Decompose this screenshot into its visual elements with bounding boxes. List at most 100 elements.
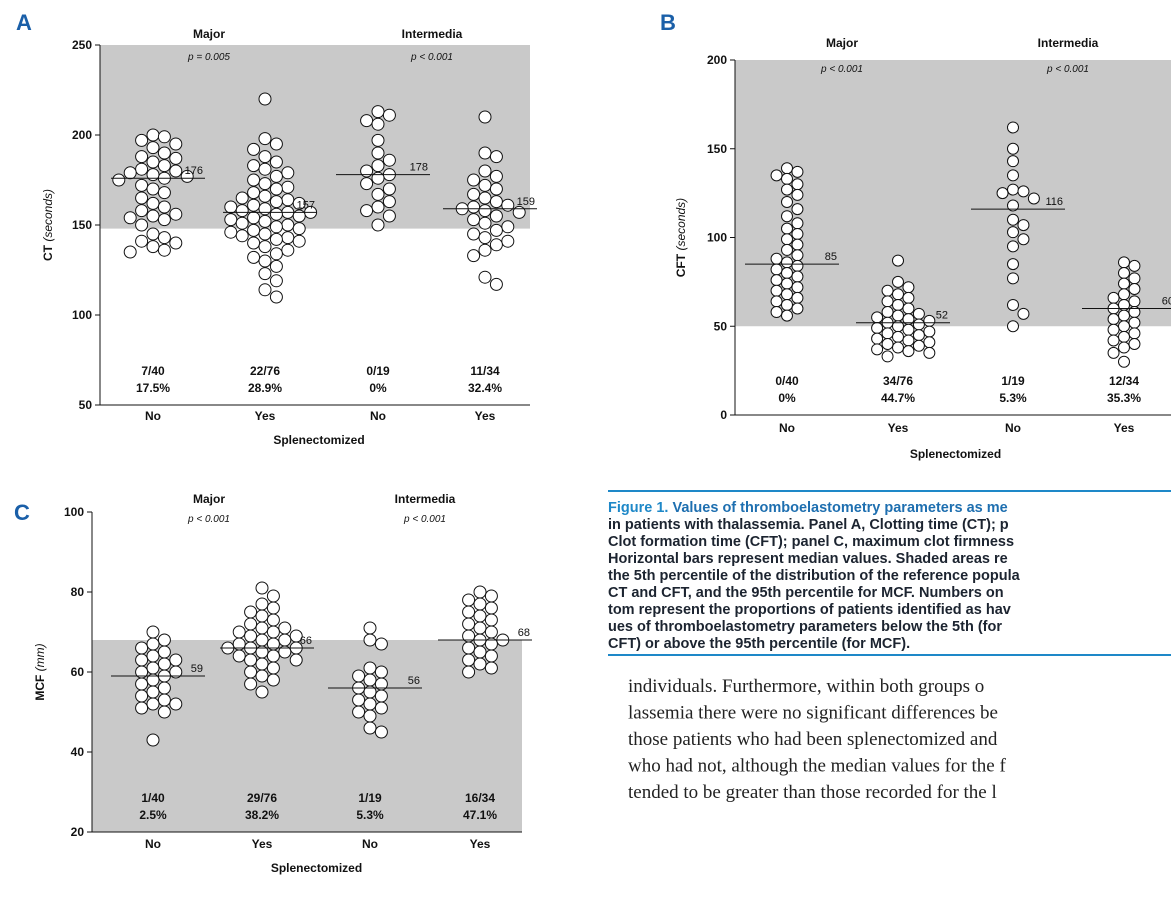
data-point [247, 250, 261, 264]
data-point [281, 231, 295, 245]
data-point [501, 234, 515, 248]
fraction-label: 34/76 [883, 374, 913, 388]
data-point [1027, 192, 1040, 205]
data-point [146, 182, 160, 196]
percent-label: 0% [369, 381, 387, 395]
median-label: 56 [408, 675, 420, 687]
data-point [363, 661, 377, 675]
data-point [501, 198, 515, 212]
data-point [484, 649, 498, 663]
data-point [1007, 142, 1019, 155]
data-point [892, 341, 904, 354]
body-line: individuals. Furthermore, within both gr… [628, 676, 984, 697]
data-point [478, 270, 492, 284]
data-point [235, 191, 249, 205]
data-point [871, 311, 884, 324]
data-point [258, 267, 272, 281]
data-point [881, 284, 894, 297]
data-point [135, 178, 149, 192]
data-point [791, 188, 804, 201]
data-point [371, 218, 385, 232]
p-value: p = 0.005 [187, 52, 230, 63]
data-point [269, 137, 283, 151]
data-point [1128, 295, 1141, 308]
data-point [1107, 346, 1120, 359]
data-point [146, 697, 160, 711]
data-point [146, 240, 160, 254]
data-point [770, 263, 783, 276]
data-point [278, 645, 292, 659]
data-point [146, 649, 160, 663]
panel-label: C [14, 500, 30, 525]
data-point [467, 249, 481, 263]
data-point [912, 339, 925, 352]
data-point [292, 234, 306, 248]
data-point [791, 270, 804, 283]
data-point [871, 343, 884, 356]
y-tick-label: 200 [707, 53, 727, 67]
data-point [1118, 288, 1130, 301]
data-point [473, 645, 487, 659]
data-point [157, 645, 171, 659]
data-point [1107, 323, 1120, 336]
data-point [157, 159, 171, 173]
data-point [1118, 277, 1130, 290]
data-point [1107, 291, 1120, 304]
data-point [1017, 185, 1030, 198]
data-point [255, 621, 269, 635]
data-point [1128, 282, 1141, 295]
caption-line: Horizontal bars represent median values.… [608, 551, 1008, 567]
data-point [135, 701, 149, 715]
data-point [1107, 313, 1120, 326]
y-tick-label: 100 [707, 231, 727, 245]
data-point [489, 238, 503, 252]
data-point [135, 641, 149, 655]
data-point [374, 725, 388, 739]
x-axis-title: Splenectomized [271, 861, 362, 875]
y-tick-label: 0 [720, 408, 727, 422]
fraction-label: 1/40 [141, 791, 165, 805]
y-tick-label: 100 [72, 308, 92, 322]
data-point [232, 625, 246, 639]
data-point [255, 657, 269, 671]
data-point [473, 597, 487, 611]
caption-line: CFT) or above the 95th percentile (for M… [608, 636, 910, 652]
y-tick-label: 40 [71, 745, 85, 759]
data-point [258, 214, 272, 228]
data-point [467, 200, 481, 214]
data-point [1007, 240, 1019, 253]
data-point [892, 275, 904, 288]
data-point [180, 169, 194, 183]
data-point [501, 220, 515, 234]
median-label: 52 [936, 310, 948, 322]
data-point [923, 325, 936, 338]
data-point [770, 169, 783, 182]
data-point [169, 665, 183, 679]
data-point [247, 223, 261, 237]
p-value: p < 0.001 [1046, 64, 1089, 75]
data-point [146, 227, 160, 241]
fraction-label: 12/34 [1109, 374, 1139, 388]
data-point [1007, 155, 1019, 168]
data-point [871, 322, 884, 335]
data-point [382, 209, 396, 223]
median-label: 116 [1045, 196, 1063, 208]
data-point [266, 673, 280, 687]
data-point [791, 238, 804, 251]
data-point [135, 677, 149, 691]
data-point [791, 291, 804, 304]
data-point [462, 653, 476, 667]
median-label: 59 [191, 663, 203, 675]
median-label: 178 [410, 162, 428, 174]
data-point [881, 338, 894, 350]
fraction-label: 1/19 [1001, 374, 1025, 388]
data-point [1007, 320, 1019, 333]
data-point [484, 601, 498, 615]
y-tick-label: 60 [71, 665, 85, 679]
data-point [374, 637, 388, 651]
data-point [912, 329, 925, 342]
caption-line: ues of thromboelastometry parameters bel… [608, 619, 1002, 635]
p-value: p < 0.001 [820, 64, 863, 75]
data-point [269, 274, 283, 288]
